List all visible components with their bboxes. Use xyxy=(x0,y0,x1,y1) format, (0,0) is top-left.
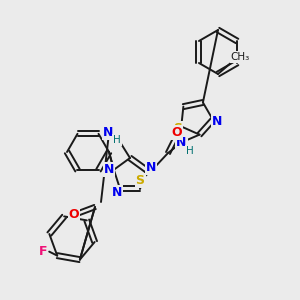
Text: CH₃: CH₃ xyxy=(230,52,250,62)
Text: O: O xyxy=(69,208,79,220)
Text: N: N xyxy=(103,163,114,176)
Text: S: S xyxy=(173,122,182,135)
Text: N: N xyxy=(176,136,187,149)
Text: O: O xyxy=(172,125,182,139)
Text: F: F xyxy=(39,245,47,258)
Text: N: N xyxy=(212,115,222,128)
Text: H: H xyxy=(186,146,194,156)
Text: S: S xyxy=(136,173,145,187)
Text: N: N xyxy=(146,161,156,174)
Text: H: H xyxy=(113,135,121,145)
Text: N: N xyxy=(103,125,113,139)
Text: N: N xyxy=(112,186,122,199)
